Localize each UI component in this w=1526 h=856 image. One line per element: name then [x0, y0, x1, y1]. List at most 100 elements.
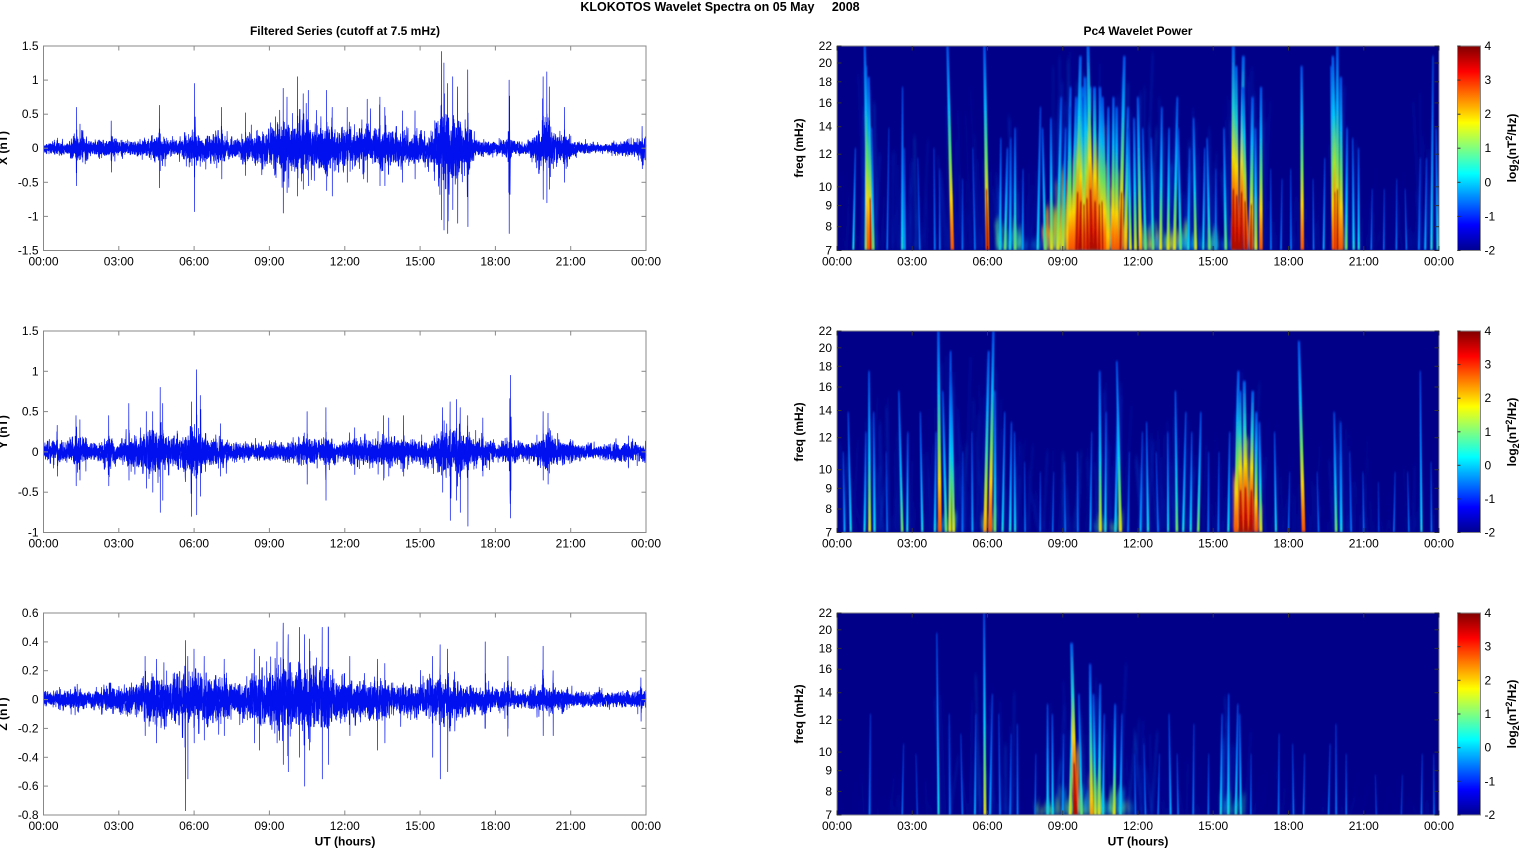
svg-text:0: 0	[1485, 458, 1492, 472]
svg-text:14: 14	[819, 404, 833, 418]
svg-text:9: 9	[825, 481, 832, 495]
svg-text:UT (hours): UT (hours)	[315, 835, 376, 849]
svg-text:00:00: 00:00	[631, 255, 661, 269]
svg-text:03:00: 03:00	[104, 537, 134, 551]
svg-text:-0.5: -0.5	[18, 175, 39, 189]
svg-text:Y (nT): Y (nT)	[0, 415, 10, 449]
svg-text:15:00: 15:00	[1198, 819, 1228, 833]
svg-text:00:00: 00:00	[631, 819, 661, 833]
svg-text:-0.8: -0.8	[18, 808, 39, 822]
svg-text:18:00: 18:00	[480, 819, 510, 833]
svg-text:03:00: 03:00	[104, 819, 134, 833]
svg-text:1: 1	[1485, 425, 1492, 439]
svg-text:09:00: 09:00	[254, 537, 284, 551]
svg-text:freq (mHz): freq (mHz)	[792, 402, 806, 461]
svg-text:0: 0	[1485, 741, 1492, 755]
svg-text:21:00: 21:00	[1349, 819, 1379, 833]
svg-text:1: 1	[32, 364, 39, 378]
svg-text:10: 10	[819, 463, 833, 477]
svg-text:06:00: 06:00	[179, 255, 209, 269]
svg-text:2: 2	[1485, 673, 1492, 687]
svg-text:-2: -2	[1485, 526, 1496, 540]
svg-text:06:00: 06:00	[179, 819, 209, 833]
svg-text:06:00: 06:00	[972, 819, 1002, 833]
svg-text:18:00: 18:00	[1273, 819, 1303, 833]
svg-text:16: 16	[819, 662, 833, 676]
svg-text:20: 20	[819, 341, 833, 355]
svg-text:1: 1	[1485, 141, 1492, 155]
svg-text:21:00: 21:00	[556, 255, 586, 269]
svg-text:12:00: 12:00	[330, 819, 360, 833]
svg-text:21:00: 21:00	[1349, 537, 1379, 551]
svg-text:03:00: 03:00	[104, 255, 134, 269]
svg-text:KLOKOTOS Wavelet Spectra on 05: KLOKOTOS Wavelet Spectra on 05 May 2008	[580, 0, 859, 14]
svg-text:06:00: 06:00	[972, 255, 1002, 269]
svg-text:20: 20	[819, 56, 833, 70]
svg-text:Z (nT): Z (nT)	[0, 697, 10, 730]
svg-text:-1: -1	[28, 209, 39, 223]
svg-text:16: 16	[819, 380, 833, 394]
svg-text:1.5: 1.5	[22, 39, 39, 53]
svg-text:4: 4	[1485, 324, 1492, 338]
svg-text:10: 10	[819, 180, 833, 194]
svg-text:00:00: 00:00	[1424, 537, 1454, 551]
svg-text:9: 9	[825, 199, 832, 213]
svg-text:12: 12	[819, 147, 833, 161]
svg-text:0: 0	[32, 693, 39, 707]
svg-text:UT (hours): UT (hours)	[1108, 835, 1169, 849]
svg-text:00:00: 00:00	[28, 537, 58, 551]
svg-text:8: 8	[825, 784, 832, 798]
svg-text:freq (mHz): freq (mHz)	[792, 118, 806, 177]
svg-text:0.4: 0.4	[22, 635, 39, 649]
svg-text:-1: -1	[1485, 774, 1496, 788]
svg-text:14: 14	[819, 686, 833, 700]
svg-text:-1: -1	[1485, 209, 1496, 223]
svg-text:09:00: 09:00	[1048, 537, 1078, 551]
svg-text:18:00: 18:00	[480, 537, 510, 551]
svg-text:22: 22	[819, 606, 833, 620]
svg-text:log2(nT2/Hz): log2(nT2/Hz)	[1504, 114, 1521, 183]
svg-text:21:00: 21:00	[556, 537, 586, 551]
svg-text:14: 14	[819, 120, 833, 134]
svg-text:-0.2: -0.2	[18, 721, 39, 735]
svg-text:00:00: 00:00	[822, 537, 852, 551]
svg-text:1: 1	[1485, 707, 1492, 721]
svg-text:00:00: 00:00	[631, 537, 661, 551]
svg-text:0.6: 0.6	[22, 606, 39, 620]
svg-text:16: 16	[819, 96, 833, 110]
svg-text:7: 7	[825, 808, 832, 822]
svg-text:3: 3	[1485, 640, 1492, 654]
svg-text:1: 1	[32, 73, 39, 87]
svg-text:Pc4 Wavelet Power: Pc4 Wavelet Power	[1084, 24, 1193, 38]
svg-text:18: 18	[819, 75, 833, 89]
svg-text:7: 7	[825, 526, 832, 540]
svg-text:09:00: 09:00	[1048, 819, 1078, 833]
svg-text:7: 7	[825, 244, 832, 258]
svg-text:03:00: 03:00	[897, 819, 927, 833]
svg-text:-2: -2	[1485, 244, 1496, 258]
svg-text:15:00: 15:00	[405, 819, 435, 833]
svg-text:log2(nT2/Hz): log2(nT2/Hz)	[1504, 398, 1521, 467]
svg-text:0.2: 0.2	[22, 664, 39, 678]
svg-text:18: 18	[819, 359, 833, 373]
svg-text:-1.5: -1.5	[18, 244, 39, 258]
svg-text:21:00: 21:00	[556, 819, 586, 833]
svg-text:12:00: 12:00	[330, 537, 360, 551]
svg-text:12:00: 12:00	[1123, 255, 1153, 269]
svg-text:15:00: 15:00	[405, 255, 435, 269]
svg-text:10: 10	[819, 745, 833, 759]
svg-text:freq (mHz): freq (mHz)	[792, 684, 806, 743]
svg-text:00:00: 00:00	[822, 819, 852, 833]
svg-text:00:00: 00:00	[1424, 819, 1454, 833]
svg-text:0.5: 0.5	[22, 107, 39, 121]
svg-text:2: 2	[1485, 107, 1492, 121]
svg-text:1.5: 1.5	[22, 324, 39, 338]
svg-text:Filtered Series (cutoff at 7.5: Filtered Series (cutoff at 7.5 mHz)	[250, 24, 440, 38]
svg-text:4: 4	[1485, 606, 1492, 620]
svg-text:15:00: 15:00	[405, 537, 435, 551]
svg-text:20: 20	[819, 623, 833, 637]
svg-text:00:00: 00:00	[28, 819, 58, 833]
svg-text:8: 8	[825, 502, 832, 516]
svg-text:03:00: 03:00	[897, 537, 927, 551]
svg-text:log2(nT2/Hz): log2(nT2/Hz)	[1504, 680, 1521, 749]
